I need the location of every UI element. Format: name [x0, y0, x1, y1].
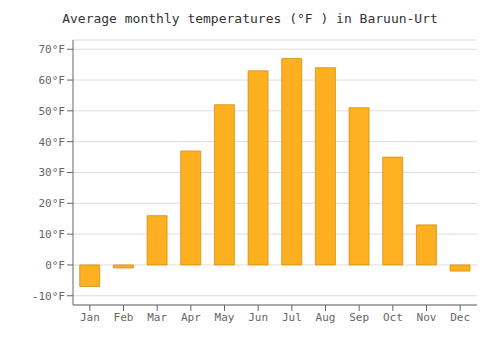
svg-text:Jan: Jan — [80, 311, 100, 324]
svg-text:70°F: 70°F — [39, 43, 66, 56]
svg-text:Dec: Dec — [450, 311, 470, 324]
svg-text:Oct: Oct — [383, 311, 403, 324]
svg-text:0°F: 0°F — [45, 259, 65, 272]
svg-text:Feb: Feb — [114, 311, 134, 324]
svg-text:May: May — [215, 311, 235, 324]
svg-text:Jul: Jul — [282, 311, 302, 324]
svg-text:Aug: Aug — [316, 311, 336, 324]
svg-text:30°F: 30°F — [39, 166, 66, 179]
svg-text:Jun: Jun — [248, 311, 268, 324]
svg-text:-10°F: -10°F — [32, 290, 65, 303]
svg-text:Nov: Nov — [417, 311, 437, 324]
svg-text:40°F: 40°F — [39, 136, 66, 149]
svg-text:Sep: Sep — [349, 311, 369, 324]
svg-text:50°F: 50°F — [39, 105, 66, 118]
svg-text:20°F: 20°F — [39, 197, 66, 210]
svg-text:Mar: Mar — [147, 311, 167, 324]
svg-text:60°F: 60°F — [39, 74, 66, 87]
html-text:Average monthly temperatures (: Average monthly temperatures (°F ) in Ba… — [62, 11, 438, 26]
svg-text:10°F: 10°F — [39, 228, 66, 241]
svg-text:Apr: Apr — [181, 311, 201, 324]
